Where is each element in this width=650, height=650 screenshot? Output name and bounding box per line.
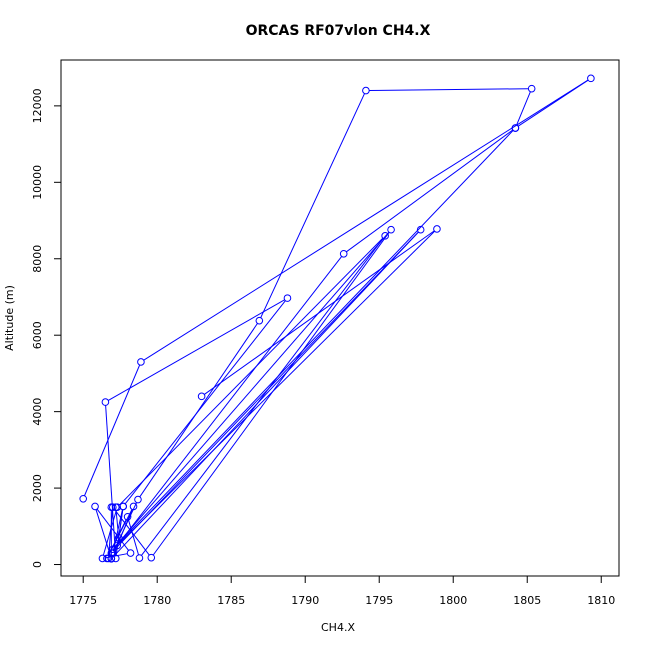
data-point <box>339 249 348 258</box>
x-axis-label: CH4.X <box>321 621 355 634</box>
series-segment <box>114 130 514 548</box>
data-point <box>147 553 156 562</box>
series-segment <box>128 519 140 556</box>
series-segment <box>107 509 133 556</box>
data-point <box>123 512 132 521</box>
x-tick-label: 1785 <box>217 594 245 607</box>
data-point <box>119 502 127 511</box>
series-segment <box>204 230 435 395</box>
data-point <box>101 398 110 406</box>
series-layer <box>79 74 595 563</box>
series-segment <box>119 237 384 506</box>
series-segment <box>139 323 258 498</box>
data-point <box>387 225 395 234</box>
data-point <box>79 494 88 503</box>
data-point <box>416 225 425 234</box>
data-point <box>113 503 122 512</box>
x-axis: 1775 1780 1785 1790 1795 1800 1805 1810 <box>69 575 615 607</box>
y-tick-label: 6000 <box>31 321 44 349</box>
y-axis-label: Altitude (m) <box>3 285 16 351</box>
series-segment <box>95 509 111 556</box>
data-point <box>107 554 116 563</box>
series-segment <box>113 231 419 557</box>
series-segment <box>369 88 529 92</box>
y-axis: 0 2000 4000 6000 8000 10000 12000 <box>31 88 62 568</box>
y-tick-label: 0 <box>31 561 44 568</box>
y-tick-label: 2000 <box>31 474 44 502</box>
series-segment <box>260 93 365 318</box>
series-segment <box>108 299 285 401</box>
series-segment <box>119 230 435 544</box>
y-tick-label: 12000 <box>31 88 44 123</box>
data-point <box>587 74 595 83</box>
data-point <box>129 502 138 511</box>
x-tick-label: 1795 <box>365 594 393 607</box>
series-segment <box>108 510 114 556</box>
series-segment <box>114 231 390 548</box>
data-point <box>255 316 264 325</box>
x-tick-label: 1780 <box>143 594 171 607</box>
y-tick-label: 10000 <box>31 165 44 200</box>
chart-title: ORCAS RF07vlon CH4.X <box>246 23 431 39</box>
x-tick-label: 1775 <box>69 594 97 607</box>
data-point <box>134 495 142 504</box>
series-segment <box>124 300 286 505</box>
data-point <box>197 392 206 401</box>
series-segment <box>84 364 141 496</box>
series-segment <box>105 553 128 559</box>
data-point <box>511 124 520 132</box>
x-tick-label: 1805 <box>513 594 541 607</box>
y-tick-label: 4000 <box>31 398 44 426</box>
plot-frame <box>60 59 620 577</box>
data-point <box>135 554 144 562</box>
series-segment <box>141 238 384 556</box>
data-point <box>381 232 389 240</box>
data-point <box>109 545 117 554</box>
data-point <box>114 533 123 542</box>
series-segment <box>112 256 343 551</box>
series-segment <box>102 510 117 556</box>
data-point <box>283 294 292 302</box>
data-point <box>109 549 117 557</box>
data-point <box>113 541 122 550</box>
data-point <box>137 358 145 366</box>
data-point <box>98 554 107 563</box>
series-segment <box>346 129 514 253</box>
x-tick-label: 1810 <box>587 594 615 607</box>
series-segment <box>96 508 129 551</box>
x-tick-label: 1800 <box>439 594 467 607</box>
y-tick-label: 8000 <box>31 245 44 273</box>
data-point <box>91 502 99 511</box>
x-tick-label: 1790 <box>291 594 319 607</box>
data-point <box>126 549 135 557</box>
data-point <box>362 86 370 95</box>
data-point <box>527 84 536 93</box>
data-point <box>109 503 117 512</box>
series-segment <box>517 79 589 127</box>
series-segment <box>516 91 531 126</box>
series-segment <box>143 79 589 361</box>
series-segment <box>105 405 117 556</box>
data-point <box>433 225 441 233</box>
data-point <box>103 554 111 563</box>
